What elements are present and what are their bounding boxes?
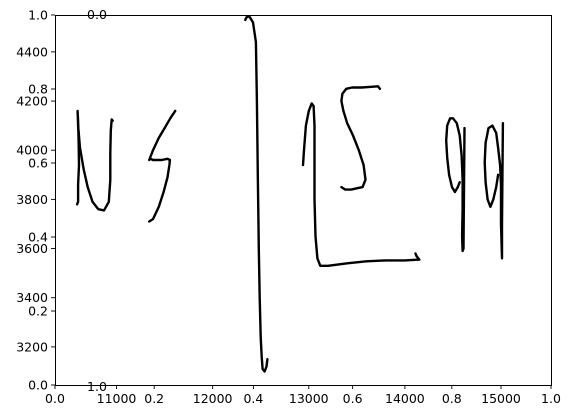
handwriting-strokes [75,15,505,373]
ink-stroke-6 [414,252,421,261]
ink-stroke-4 [244,15,269,373]
overlay-y-tick-label: 0.8 [28,82,48,97]
overlay-x-tick-label: 0.0 [45,391,65,406]
data-y-tick-label: 4400 [16,44,48,59]
overlay-x-tick-label: 0.6 [343,391,363,406]
overlay-y-tick-label: 1.0 [28,8,48,23]
ink-stroke-1 [75,109,81,206]
plot-frame [55,15,552,386]
data-y-tick-label: 3800 [16,192,48,207]
data-x-tick-label: 13000 [289,391,329,406]
overlay-x-tick-label: 1.0 [541,391,561,406]
ink-stroke-9 [483,121,505,260]
ink-stroke-5 [301,102,421,267]
data-x-tick-label: 14000 [385,391,425,406]
overlay-axis-ticks: 0.0 0.2 0.4 0.6 0.8 1.0 0.0 0.2 0.4 0.6 0.8 1.0 [28,8,561,407]
data-x-tick-label: 11000 [97,391,137,406]
data-y-tick-label: 4000 [16,143,48,158]
data-y-tick-label: 3400 [16,290,48,305]
data-y-tick-label: 3200 [16,339,48,354]
overlay-x-tick-label: 0.8 [442,391,462,406]
overlay-y-tick-label: 0.2 [28,304,48,319]
data-x-tick-label: 15000 [481,391,521,406]
top-inset-tick-labels: 0.0 1.0 [87,7,107,394]
ink-stroke-7 [340,85,382,191]
overlay-x-tick-label: 0.2 [144,391,164,406]
overlay-y-tick-label: 0.4 [28,230,48,245]
top-inset-y-tick-label: 0.0 [87,7,107,22]
overlay-y-tick-label: 0.6 [28,156,48,171]
data-y-tick-label: 3600 [16,241,48,256]
top-inset-x-tick-label: 1.0 [87,379,107,394]
ink-stroke-8 [445,117,466,253]
ink-stroke-3 [147,109,177,223]
overlay-y-tick-label: 0.0 [28,378,48,393]
ink-stroke-2 [76,118,114,212]
data-x-tick-label: 12000 [193,391,233,406]
data-y-tick-label: 4200 [16,94,48,109]
data-axis-ticks: 11000 12000 13000 14000 15000 3200 3400 3600 380… [16,44,521,406]
overlay-x-tick-label: 0.4 [243,391,263,406]
